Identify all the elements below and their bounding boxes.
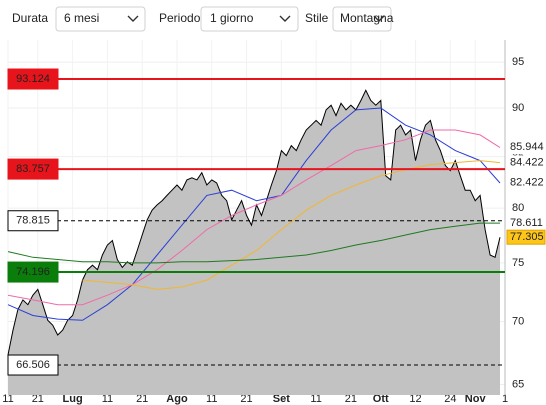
x-tick-label: Ott [373, 393, 389, 405]
x-tick-label: 11 [206, 393, 217, 405]
price-label: 82.422 [510, 177, 544, 189]
level-label: 66.506 [16, 359, 50, 371]
chevron[interactable] [127, 15, 139, 22]
level-label: 74.196 [16, 266, 50, 278]
series-line [7, 222, 500, 264]
x-tick-label: Set [273, 393, 290, 405]
control-label: Durata [12, 11, 48, 25]
select-value[interactable]: Montagna [340, 11, 394, 25]
series-line [7, 107, 501, 321]
x-tick-label: Ago [166, 393, 188, 405]
controls: Durata 6 mesi Periodo 1 giorno Stile Mon… [12, 6, 394, 32]
price-label-box [507, 155, 545, 170]
y-tick-label: 90 [512, 102, 524, 114]
control-label: Periodo [159, 11, 201, 25]
select-box[interactable] [332, 6, 392, 32]
x-tick-label: 11 [310, 393, 321, 405]
select-value[interactable]: 1 giorno [210, 11, 254, 25]
price-label-box [507, 215, 545, 230]
x-tick-label: 11 [2, 393, 13, 405]
series-line [7, 89, 501, 355]
area-fill [8, 90, 500, 396]
level-label: 93.124 [16, 73, 50, 85]
x-tick-label: 1 [502, 393, 508, 405]
price-label-box [506, 229, 546, 245]
level-label-box [7, 261, 59, 283]
y-tick-label: 80 [512, 202, 524, 214]
y-tick-label: 70 [512, 315, 524, 327]
x-tick-label: 11 [102, 393, 113, 405]
x-tick-label: 12 [409, 393, 421, 405]
y-tick-label: 75 [512, 257, 524, 269]
chevron[interactable] [279, 15, 291, 22]
level-label: 78.815 [16, 215, 50, 227]
series-line [7, 129, 501, 306]
price-label-box [507, 175, 545, 190]
level-label-box [7, 354, 59, 376]
price-label: 77.305 [510, 231, 544, 243]
y-tick-label: 65 [512, 378, 524, 390]
series-line [82, 160, 501, 290]
price-label: 84.422 [510, 156, 544, 168]
x-tick-label: Nov [465, 393, 487, 405]
select-box[interactable] [55, 6, 146, 32]
chevron[interactable] [373, 15, 385, 22]
select-box[interactable] [200, 6, 299, 32]
x-tick-label: 21 [136, 393, 148, 405]
control-label: Stile [305, 11, 329, 25]
level-label-box [7, 210, 59, 232]
level-label: 83.757 [16, 163, 50, 175]
x-tick-label: Lug [63, 393, 83, 405]
x-tick-label: 21 [32, 393, 44, 405]
price-label: 78.611 [510, 217, 543, 229]
y-tick-label: 95 [512, 56, 524, 68]
select-value[interactable]: 6 mesi [64, 11, 99, 25]
level-label-box [7, 158, 59, 180]
level-label-box [7, 68, 59, 90]
x-tick-label: 21 [240, 393, 252, 405]
x-tick-label: 21 [345, 393, 357, 405]
x-tick-label: 24 [444, 393, 456, 405]
price-label-box [507, 140, 545, 155]
price-label: 85.944 [510, 141, 544, 153]
